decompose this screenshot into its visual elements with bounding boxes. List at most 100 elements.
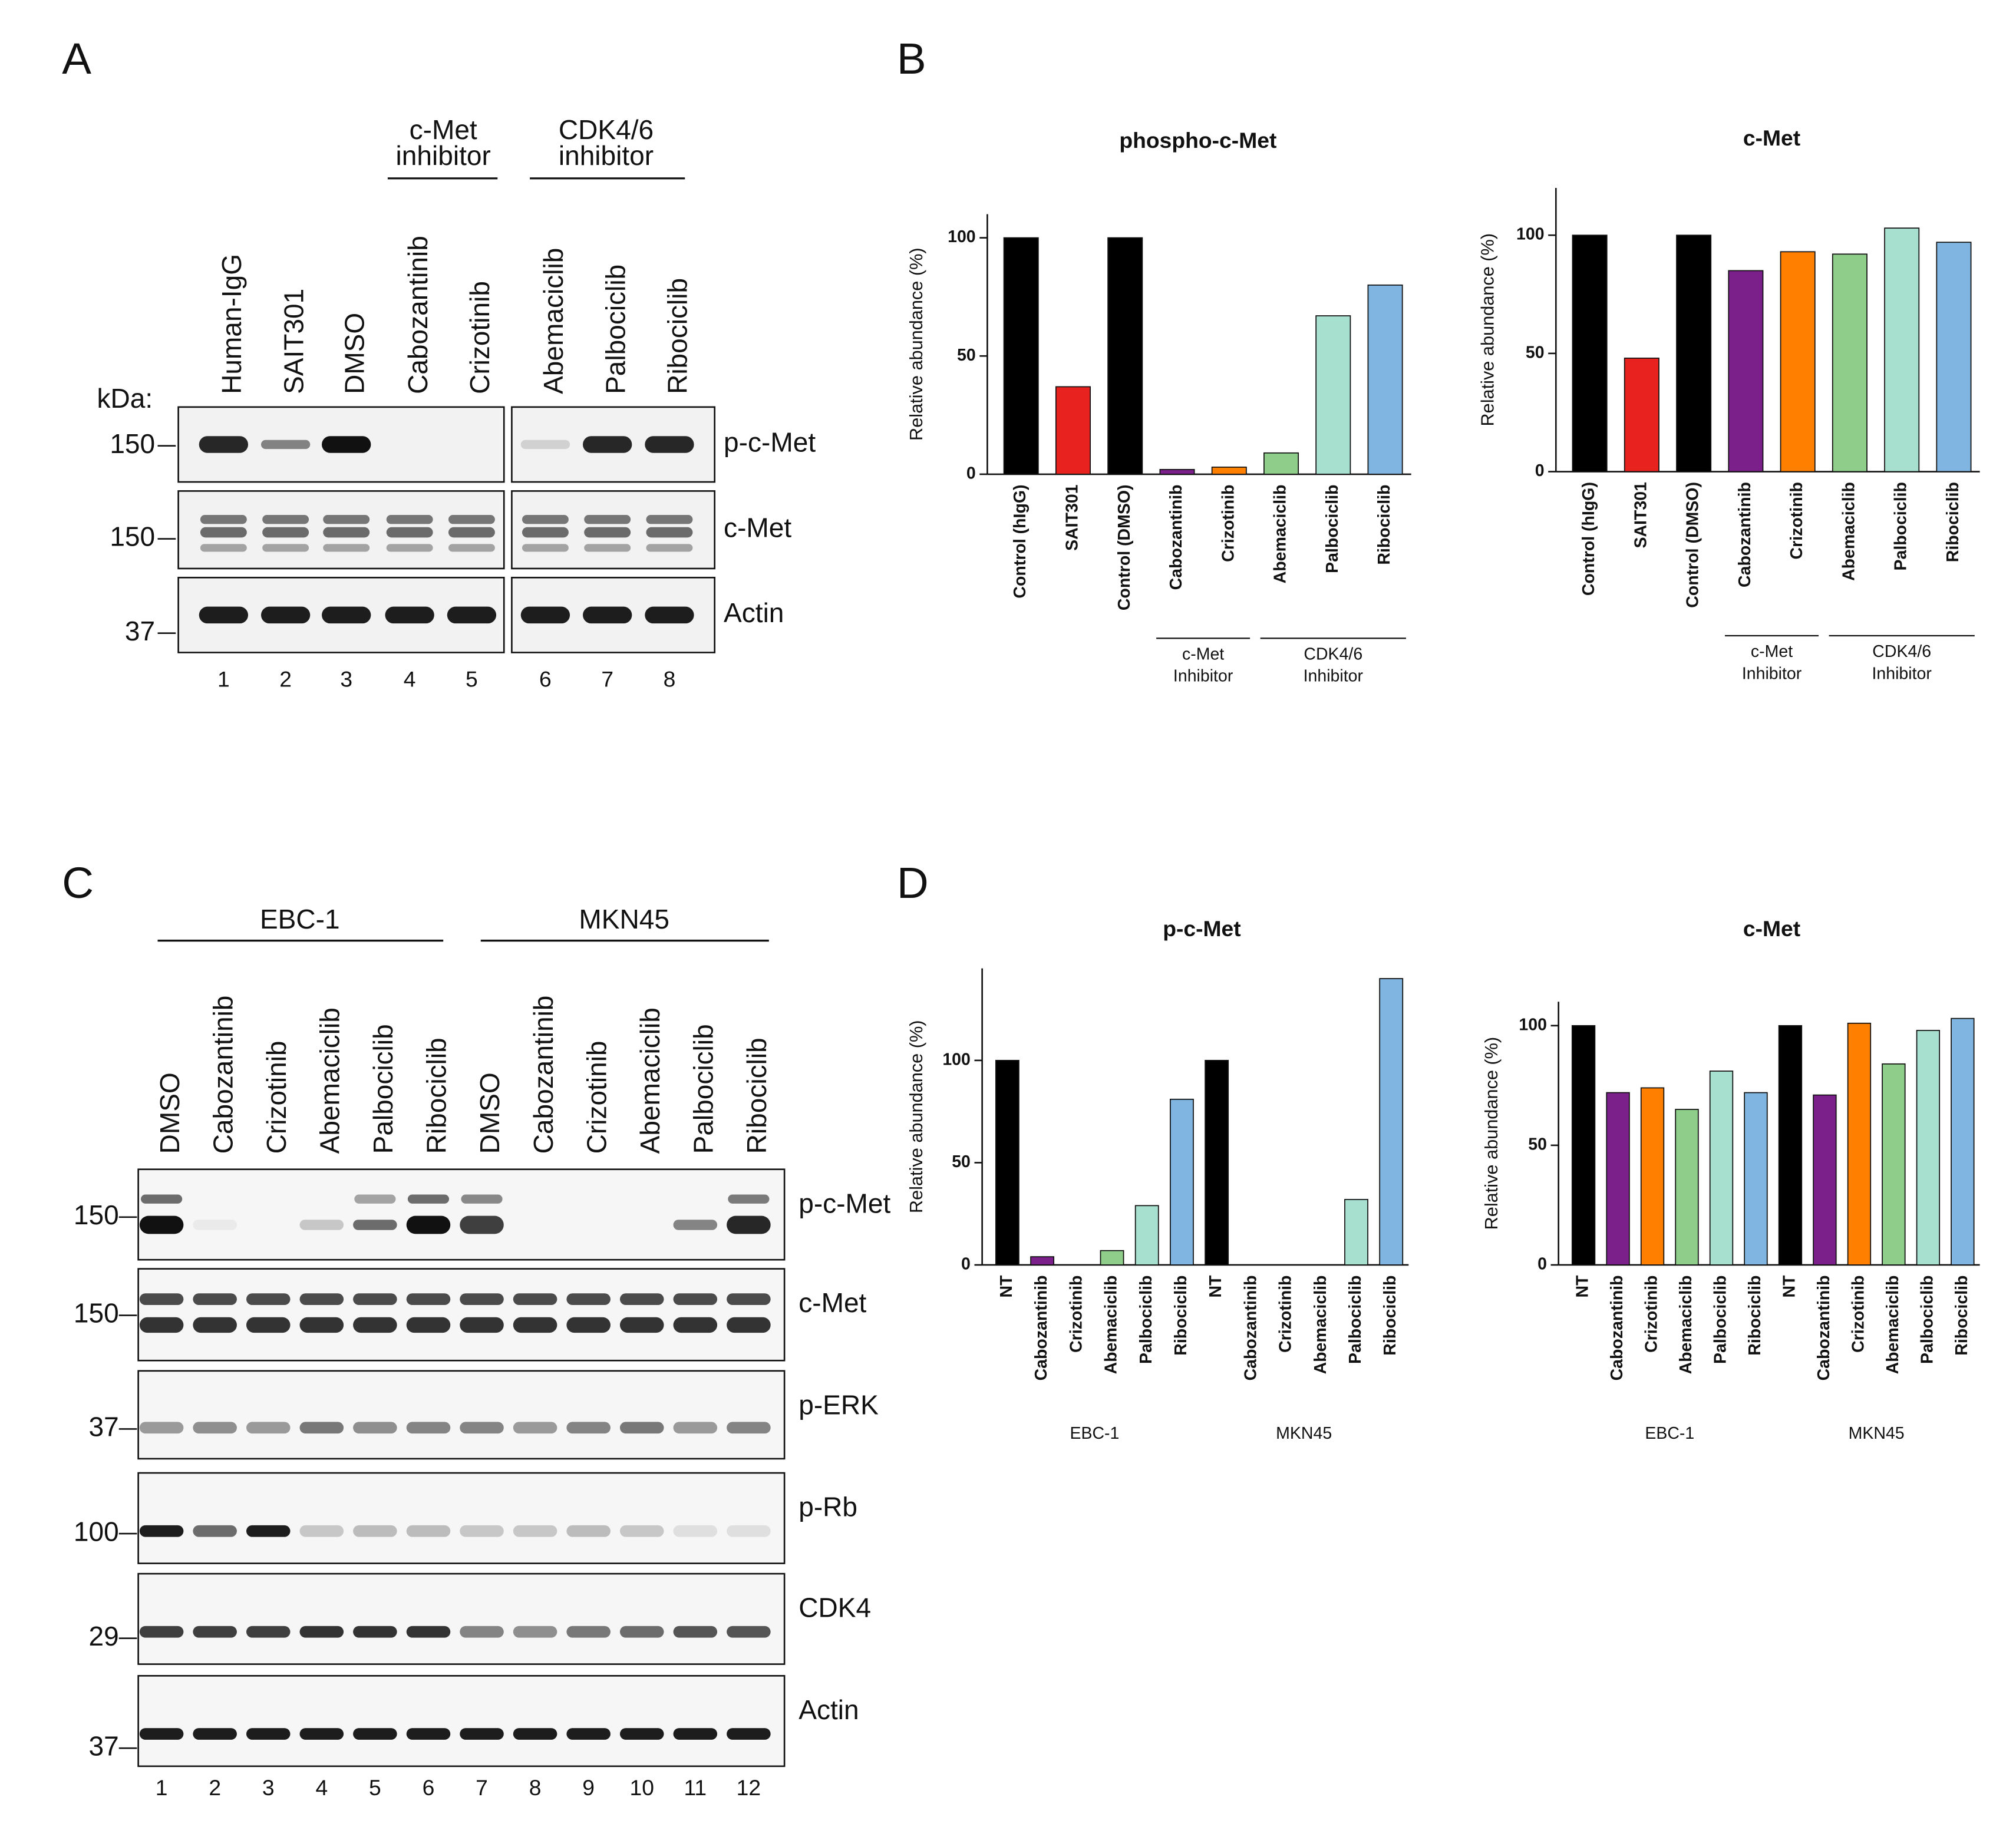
blot-band	[141, 1194, 183, 1204]
blot-band	[246, 1293, 291, 1305]
lane-number: 10	[630, 1775, 654, 1800]
blot-band	[513, 1626, 557, 1638]
blot-band	[353, 1728, 397, 1740]
row-label: Actin	[799, 1694, 859, 1725]
blot-band	[513, 1422, 557, 1434]
bar	[1030, 1256, 1055, 1266]
row-label: p-c-Met	[799, 1188, 890, 1218]
blot-band	[566, 1728, 611, 1740]
bar	[1055, 386, 1091, 475]
lane-label: Palbociclib	[368, 1024, 398, 1154]
x-tick-label: Control (DMSO)	[1684, 482, 1702, 608]
bar	[1100, 1250, 1124, 1266]
blot-band	[385, 606, 434, 624]
blot-band	[139, 1215, 184, 1234]
blot-band	[673, 1626, 718, 1638]
blot-band	[460, 1215, 504, 1234]
x-tick-label: Crizotinib	[1849, 1276, 1867, 1353]
x-tick-label: Palbociclib	[1323, 484, 1342, 573]
x-tick-label: Abemaciclib	[1839, 482, 1858, 581]
blot-band	[460, 1293, 504, 1305]
blot-band	[299, 1728, 344, 1740]
blot-band	[322, 606, 371, 624]
bar	[1263, 452, 1299, 475]
blot-band	[584, 544, 631, 552]
blot-band	[299, 1422, 344, 1434]
x-tick-label: Ribociclib	[1381, 1276, 1400, 1356]
blot-band	[139, 1422, 184, 1434]
lane-number: 11	[684, 1775, 707, 1800]
blot-frame	[137, 1472, 786, 1564]
group-label: MKN45	[579, 904, 669, 934]
blot-band	[260, 606, 311, 624]
chart-title: phospho-c-Met	[1119, 128, 1276, 153]
bar	[1606, 1092, 1630, 1266]
blot-frame	[137, 1268, 786, 1362]
lane-number: 12	[737, 1775, 761, 1800]
y-tick-label: 0	[1535, 461, 1545, 480]
blot-band	[193, 1728, 237, 1740]
bar	[1003, 237, 1039, 475]
bar	[1205, 1059, 1229, 1266]
blot-band	[246, 1317, 291, 1333]
lane-label: Crizotinib	[581, 1040, 612, 1154]
x-tick-label: Palbociclib	[1892, 482, 1911, 570]
blot-band	[727, 1422, 771, 1434]
blot-band	[522, 544, 569, 552]
x-tick-label: SAIT301	[1063, 484, 1082, 551]
y-tick-label: 50	[1528, 1135, 1547, 1154]
x-tick-label: NT	[1573, 1275, 1592, 1298]
blot-band	[406, 1317, 451, 1333]
bar	[1780, 251, 1816, 473]
x-tick-label: Cabozantinib	[1032, 1276, 1051, 1381]
blot-band	[520, 440, 570, 450]
blot-band	[646, 527, 693, 538]
blot-band	[246, 1626, 291, 1638]
lane-label: Abemaciclib	[538, 248, 569, 394]
panel-label: B	[897, 34, 926, 83]
x-tick-label: Cabozantinib	[1167, 484, 1186, 590]
blot-band	[513, 1525, 557, 1537]
x-tick-label: Ribociclib	[1952, 1276, 1971, 1356]
y-tick-label: 50	[957, 346, 976, 365]
blot-band	[583, 606, 632, 624]
bar	[1709, 1071, 1734, 1266]
lane-number: 5	[369, 1775, 381, 1800]
lane-number: 3	[340, 667, 352, 692]
row-label: Actin	[724, 597, 784, 628]
x-tick-label: Ribociclib	[1375, 484, 1394, 564]
lane-number: 4	[404, 667, 416, 692]
blot-band	[299, 1317, 344, 1333]
lane-label: DMSO	[474, 1072, 505, 1154]
lane-label: Cabozantinib	[402, 236, 433, 394]
blot-band	[673, 1293, 718, 1305]
lane-number: 1	[217, 667, 230, 692]
x-tick-label: NT	[997, 1275, 1016, 1298]
blot-band	[386, 527, 433, 538]
blot-band	[460, 1626, 504, 1638]
bar	[1211, 466, 1247, 475]
lane-number: 3	[262, 1775, 275, 1800]
bar	[1728, 270, 1764, 473]
bar	[1813, 1094, 1837, 1266]
blot-band	[448, 544, 495, 552]
blot-band	[299, 1293, 344, 1305]
blot-band	[406, 1422, 451, 1434]
kda-marker: 150	[110, 521, 155, 552]
x-tick-label: Crizotinib	[1787, 482, 1806, 559]
blot-band	[727, 1293, 771, 1305]
kda-marker: 37	[89, 1730, 119, 1761]
blot-band	[727, 1728, 771, 1740]
lane-label: Crizotinib	[261, 1040, 292, 1154]
blot-band	[246, 1422, 291, 1434]
bar	[1778, 1025, 1803, 1266]
blot-band	[645, 606, 694, 624]
blot-band	[200, 527, 247, 538]
bar	[1134, 1205, 1159, 1266]
blot-band	[448, 514, 495, 524]
kda-marker: 150	[110, 428, 155, 459]
blot-band	[673, 1317, 718, 1333]
bar	[1624, 358, 1659, 473]
blot-band	[262, 527, 309, 538]
y-tick-label: 0	[1537, 1255, 1547, 1274]
